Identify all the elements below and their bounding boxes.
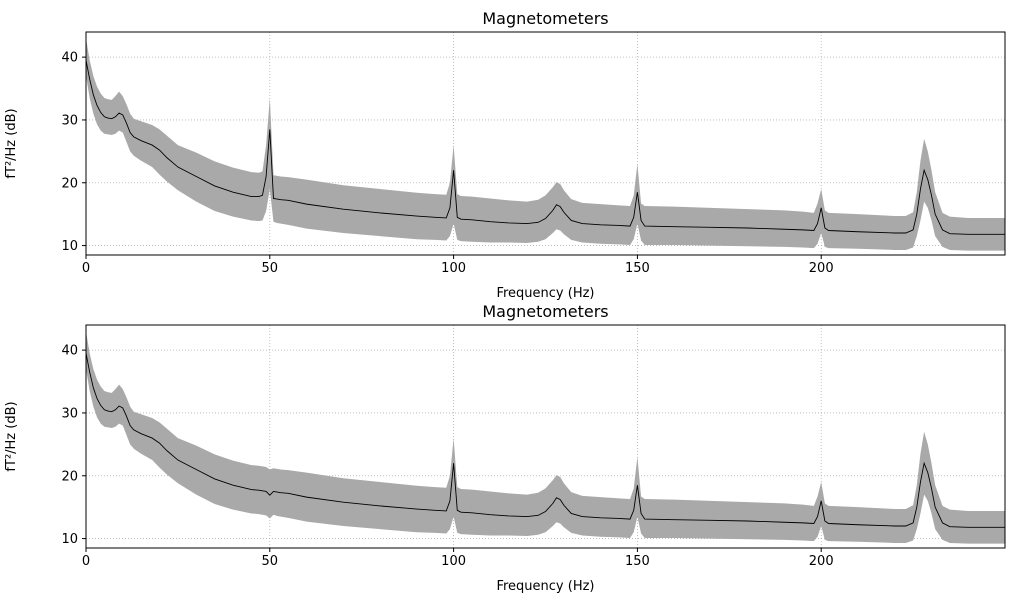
y-axis-label: fT²/Hz (dB) <box>4 108 19 178</box>
y-tick-label: 20 <box>61 469 78 484</box>
x-tick-label: 200 <box>809 554 834 569</box>
y-tick-label: 40 <box>61 51 78 66</box>
x-tick-label: 150 <box>625 261 650 276</box>
plot-area <box>86 38 1005 251</box>
y-tick-label: 10 <box>61 532 78 547</box>
y-tick-label: 30 <box>61 113 78 128</box>
std-band <box>86 38 1005 251</box>
y-axis-label: fT²/Hz (dB) <box>4 401 19 471</box>
x-tick-label: 0 <box>82 261 90 276</box>
y-tick-label: 30 <box>61 406 78 421</box>
x-tick-label: 100 <box>441 554 466 569</box>
x-tick-label: 50 <box>262 261 279 276</box>
x-tick-label: 50 <box>262 554 279 569</box>
chart-title: Magnetometers <box>482 302 608 321</box>
chart-2: 0 50 100 150 200 10 20 30 40 Magnetometers Frequen… <box>4 302 1006 594</box>
x-tick-label: 0 <box>82 554 90 569</box>
chart-title: Magnetometers <box>482 9 608 28</box>
y-tick-label: 20 <box>61 176 78 191</box>
x-axis-label: Frequency (Hz) <box>496 579 594 594</box>
x-tick-label: 150 <box>625 554 650 569</box>
mean-line <box>86 60 1005 235</box>
x-axis-label: Frequency (Hz) <box>496 286 594 301</box>
std-band <box>86 331 1005 544</box>
x-tick-label: 200 <box>809 261 834 276</box>
axes-frame <box>85 31 1006 256</box>
plot-area <box>86 331 1005 544</box>
y-tick-label: 40 <box>61 344 78 359</box>
x-tick-label: 100 <box>441 261 466 276</box>
mean-line <box>86 353 1005 528</box>
y-tick-label: 10 <box>61 239 78 254</box>
chart-1: 0 50 100 150 200 10 20 30 40 Magnetometers Frequen… <box>4 9 1006 301</box>
axes-frame <box>85 324 1006 549</box>
